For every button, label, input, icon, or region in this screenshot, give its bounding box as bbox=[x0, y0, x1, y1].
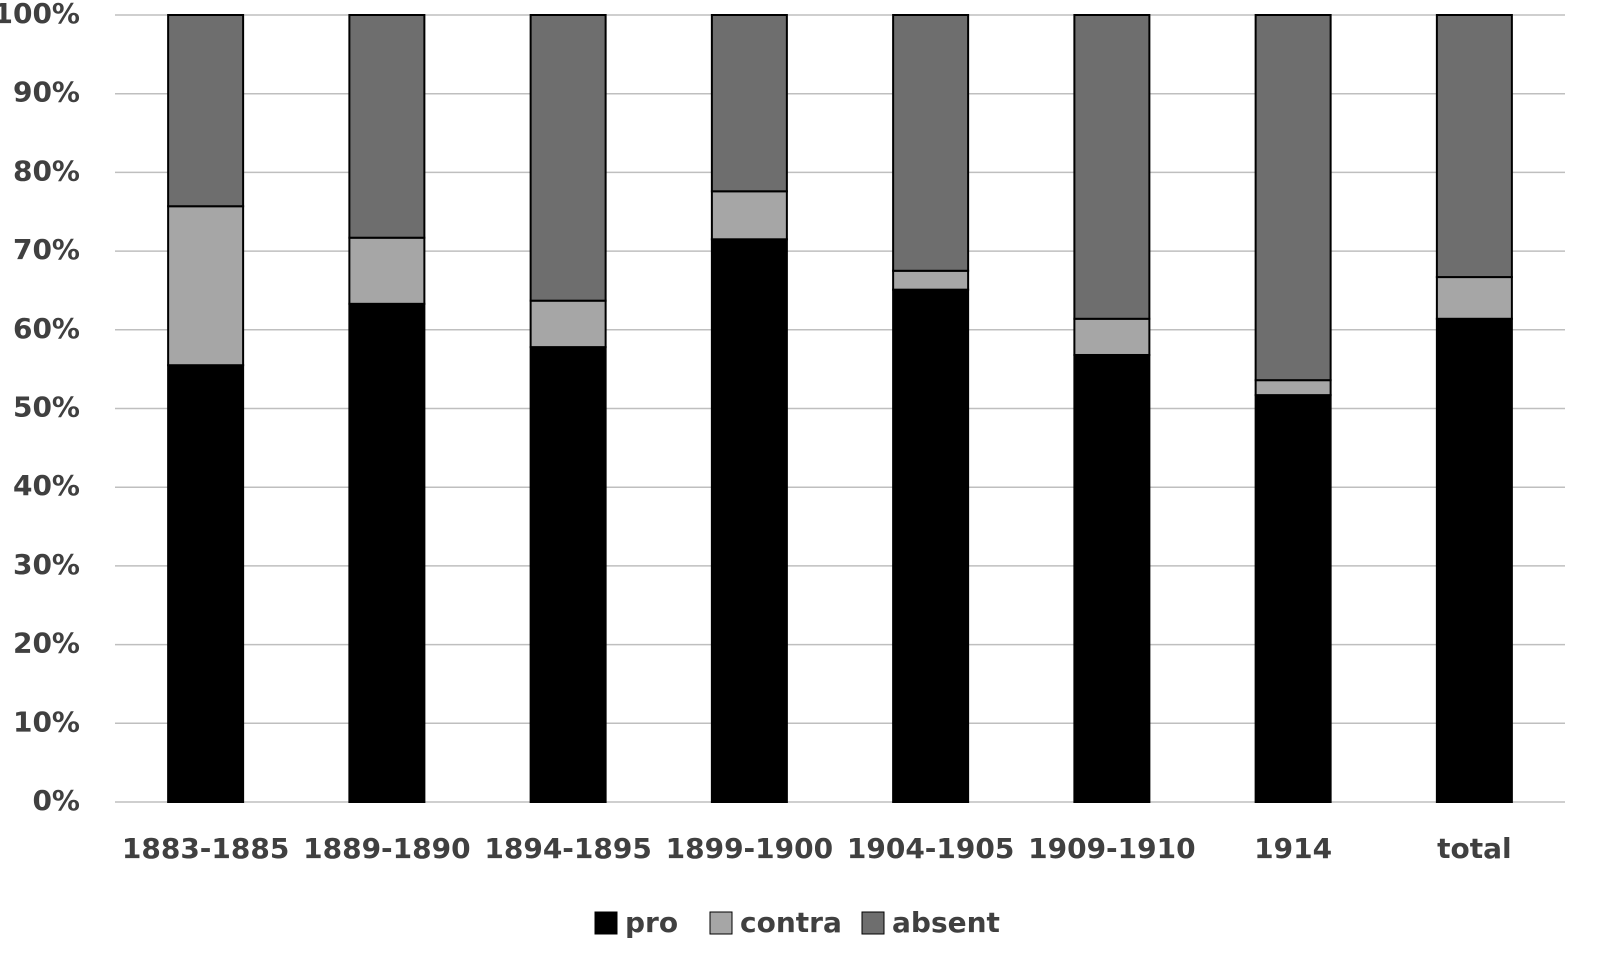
x-tick-label: 1914 bbox=[1254, 832, 1332, 865]
x-tick-label: total bbox=[1437, 832, 1512, 865]
bar-segment bbox=[710, 190, 788, 241]
legend-label: pro bbox=[625, 906, 678, 939]
bar-segment bbox=[1073, 353, 1151, 803]
x-tick-label: 1883-1885 bbox=[122, 832, 289, 865]
legend-swatch bbox=[861, 911, 885, 935]
bar-segment bbox=[167, 14, 245, 208]
bar-segment bbox=[1073, 14, 1151, 320]
legend-swatch bbox=[709, 911, 733, 935]
x-tick-label: 1894-1895 bbox=[484, 832, 651, 865]
y-tick-label: 20% bbox=[13, 627, 80, 660]
bar-segment bbox=[529, 299, 607, 349]
y-tick-label: 100% bbox=[0, 0, 80, 30]
bar-segment bbox=[892, 269, 970, 291]
bar-segment bbox=[1435, 317, 1513, 803]
x-tick-label: 1899-1900 bbox=[666, 832, 833, 865]
x-tick-label: 1889-1890 bbox=[303, 832, 470, 865]
bar-segment bbox=[529, 346, 607, 803]
bar-segment bbox=[167, 205, 245, 367]
legend-swatch bbox=[594, 911, 618, 935]
bar-segment bbox=[1254, 14, 1332, 382]
x-tick-label: 1909-1910 bbox=[1028, 832, 1195, 865]
y-tick-label: 30% bbox=[13, 548, 80, 581]
bar-segment bbox=[348, 236, 426, 305]
bar-segment bbox=[710, 238, 788, 804]
legend-label: contra bbox=[740, 906, 842, 939]
bar-segment bbox=[348, 14, 426, 239]
y-tick-label: 0% bbox=[32, 784, 80, 817]
y-tick-label: 70% bbox=[13, 233, 80, 266]
bar-segment bbox=[529, 14, 607, 302]
bar-segment bbox=[1435, 276, 1513, 320]
y-tick-label: 40% bbox=[13, 469, 80, 502]
bar-segment bbox=[1073, 317, 1151, 356]
bar-segment bbox=[892, 14, 970, 272]
bar-segment bbox=[1254, 394, 1332, 803]
x-tick-label: 1904-1905 bbox=[847, 832, 1014, 865]
y-tick-label: 60% bbox=[13, 312, 80, 345]
legend-label: absent bbox=[892, 906, 1000, 939]
bar-segment bbox=[892, 288, 970, 803]
bar-segment bbox=[167, 364, 245, 803]
bar-segment bbox=[710, 14, 788, 193]
y-tick-label: 80% bbox=[13, 154, 80, 187]
bar-segment bbox=[1254, 379, 1332, 397]
y-tick-label: 10% bbox=[13, 705, 80, 738]
y-tick-label: 50% bbox=[13, 391, 80, 424]
bar-segment bbox=[1435, 14, 1513, 279]
bar-segment bbox=[348, 302, 426, 803]
y-tick-label: 90% bbox=[13, 76, 80, 109]
